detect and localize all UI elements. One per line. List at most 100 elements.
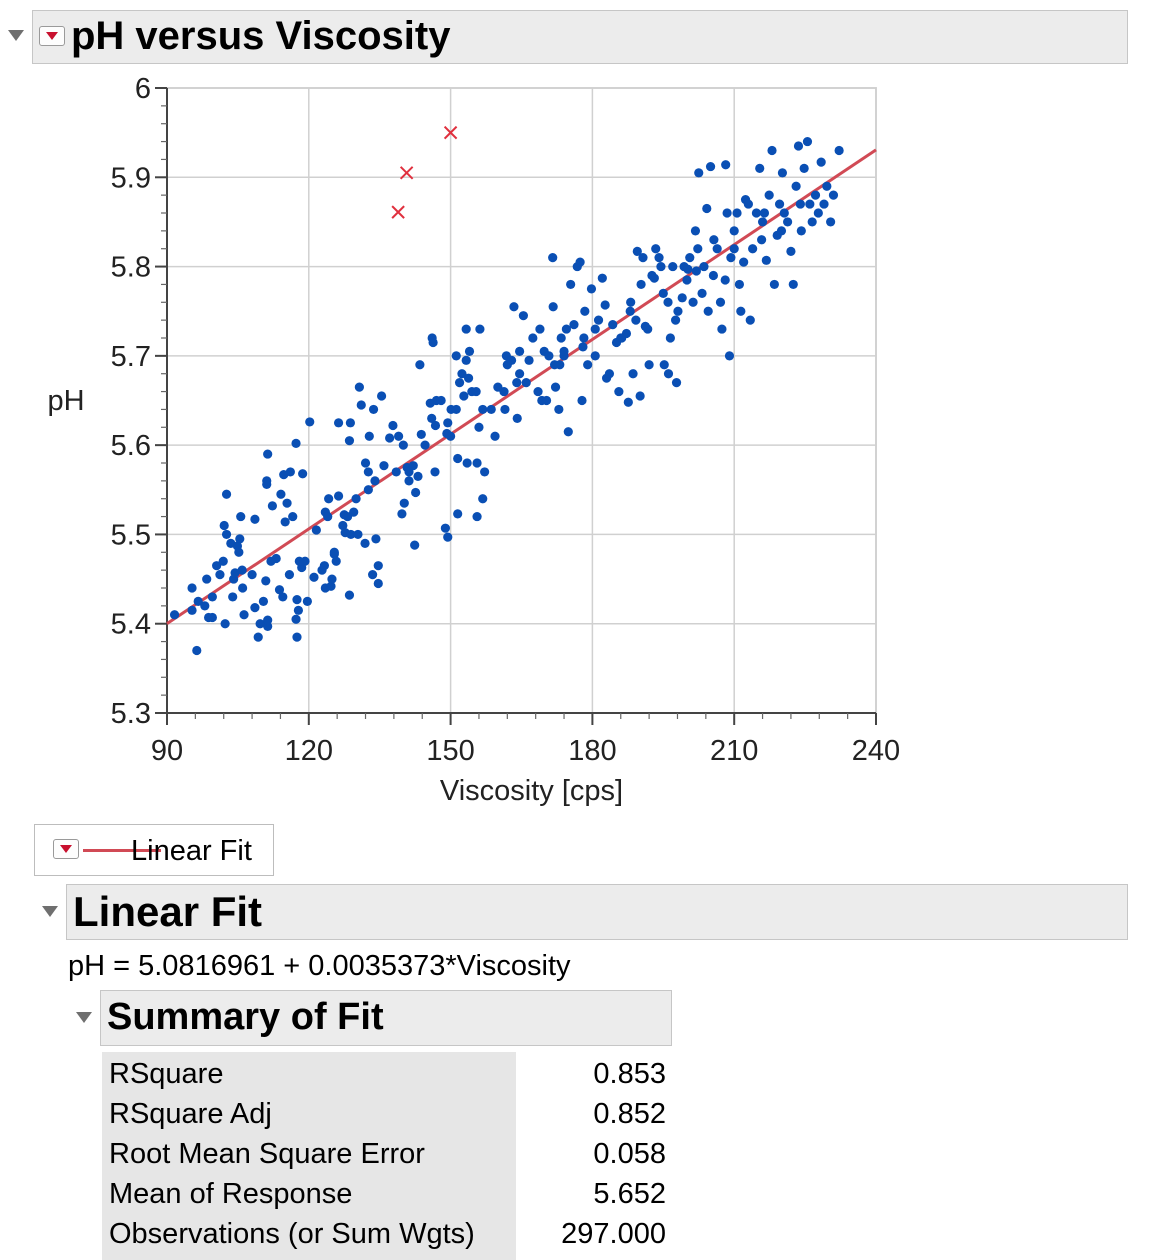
data-point: [478, 494, 488, 504]
data-point: [663, 297, 673, 307]
data-point: [559, 346, 569, 356]
disclosure-triangle-icon[interactable]: [42, 906, 58, 917]
data-point: [462, 458, 472, 468]
data-point: [353, 529, 363, 540]
data-point: [238, 583, 248, 593]
data-point: [515, 346, 525, 356]
data-point: [649, 273, 659, 283]
data-point: [427, 413, 437, 423]
data-point: [628, 369, 638, 379]
legend-label: Linear Fit: [131, 835, 252, 867]
axis-labels: 90 120 150 180 210 240 5.3 5.4 5.5 5.6 5.7 5.8 5.9 6 V…: [47, 73, 900, 807]
disclosure-triangle-icon[interactable]: [76, 1012, 92, 1023]
data-point: [261, 576, 271, 586]
data-point: [702, 203, 712, 214]
red-triangle-menu-icon[interactable]: [53, 839, 79, 859]
data-point: [443, 532, 453, 542]
data-point: [500, 404, 510, 415]
data-point: [651, 244, 661, 254]
data-point: [288, 511, 298, 522]
data-point: [807, 217, 817, 227]
data-point: [796, 226, 806, 236]
data-point: [276, 489, 286, 499]
data-point: [169, 610, 180, 620]
data-point: [250, 603, 260, 613]
data-point: [777, 168, 788, 178]
data-point: [597, 273, 607, 283]
legend-line-swatch: [83, 849, 161, 852]
data-point: [490, 431, 500, 441]
data-point: [344, 590, 355, 600]
data-point: [349, 507, 359, 517]
x-tick-label: 240: [852, 735, 900, 767]
data-point: [202, 574, 212, 584]
data-point: [665, 333, 675, 343]
data-point: [654, 253, 664, 263]
data-point: [580, 306, 590, 316]
data-point: [410, 540, 420, 550]
data-point: [563, 427, 573, 437]
data-point: [819, 199, 829, 209]
stat-label: Root Mean Square Error: [109, 1138, 425, 1170]
data-point: [518, 311, 528, 321]
data-point: [263, 449, 273, 459]
data-point: [656, 261, 666, 272]
data-point: [776, 226, 787, 236]
data-point: [344, 436, 355, 446]
data-point: [708, 270, 719, 281]
data-point: [631, 315, 641, 325]
data-point: [668, 261, 678, 272]
data-point: [717, 324, 727, 334]
data-point: [512, 413, 522, 423]
disclosure-triangle-icon[interactable]: [8, 30, 24, 41]
data-point: [221, 489, 232, 499]
data-point: [724, 351, 735, 361]
data-point: [284, 570, 295, 580]
stat-label: RSquare Adj: [109, 1098, 272, 1130]
data-point: [428, 337, 438, 348]
data-point: [262, 476, 272, 486]
data-point: [626, 297, 636, 307]
data-point: [828, 190, 839, 200]
data-point: [293, 605, 304, 615]
summary-labels-column: RSquare RSquare Adj Root Mean Square Err…: [102, 1052, 516, 1260]
data-point: [309, 572, 319, 582]
data-point: [461, 324, 471, 334]
data-point: [757, 235, 767, 245]
data-point: [207, 592, 217, 602]
fit-equation: pH = 5.0816961 + 0.0035373*Viscosity: [68, 950, 571, 982]
data-point: [451, 351, 461, 361]
report-title: pH versus Viscosity: [71, 14, 451, 58]
summary-title: Summary of Fit: [107, 996, 384, 1038]
data-point: [556, 333, 566, 343]
excluded-point-marker: [391, 205, 405, 219]
data-point: [274, 585, 285, 595]
data-point: [767, 145, 777, 156]
data-point: [586, 284, 597, 294]
data-point: [215, 570, 225, 580]
red-triangle-menu-icon[interactable]: [39, 26, 65, 46]
data-point: [464, 346, 475, 356]
data-point: [373, 561, 383, 571]
data-point: [548, 253, 558, 263]
data-point: [805, 199, 815, 209]
data-point: [292, 632, 302, 642]
data-point: [294, 556, 304, 566]
legend-box: Linear Fit: [34, 824, 274, 876]
stat-value: 0.058: [593, 1138, 666, 1170]
data-point: [228, 592, 238, 602]
data-point: [683, 264, 693, 274]
data-point: [440, 523, 451, 533]
y-tick-label: 5.3: [111, 698, 151, 730]
data-point: [566, 279, 576, 290]
report-header: pH versus Viscosity: [32, 10, 1128, 64]
data-point: [253, 632, 263, 642]
data-point: [471, 386, 481, 397]
data-point: [554, 404, 564, 415]
data-point: [759, 208, 770, 218]
data-point: [528, 333, 538, 343]
data-point: [614, 386, 624, 397]
data-point: [291, 614, 301, 624]
data-point: [363, 467, 373, 477]
data-point: [541, 395, 552, 406]
